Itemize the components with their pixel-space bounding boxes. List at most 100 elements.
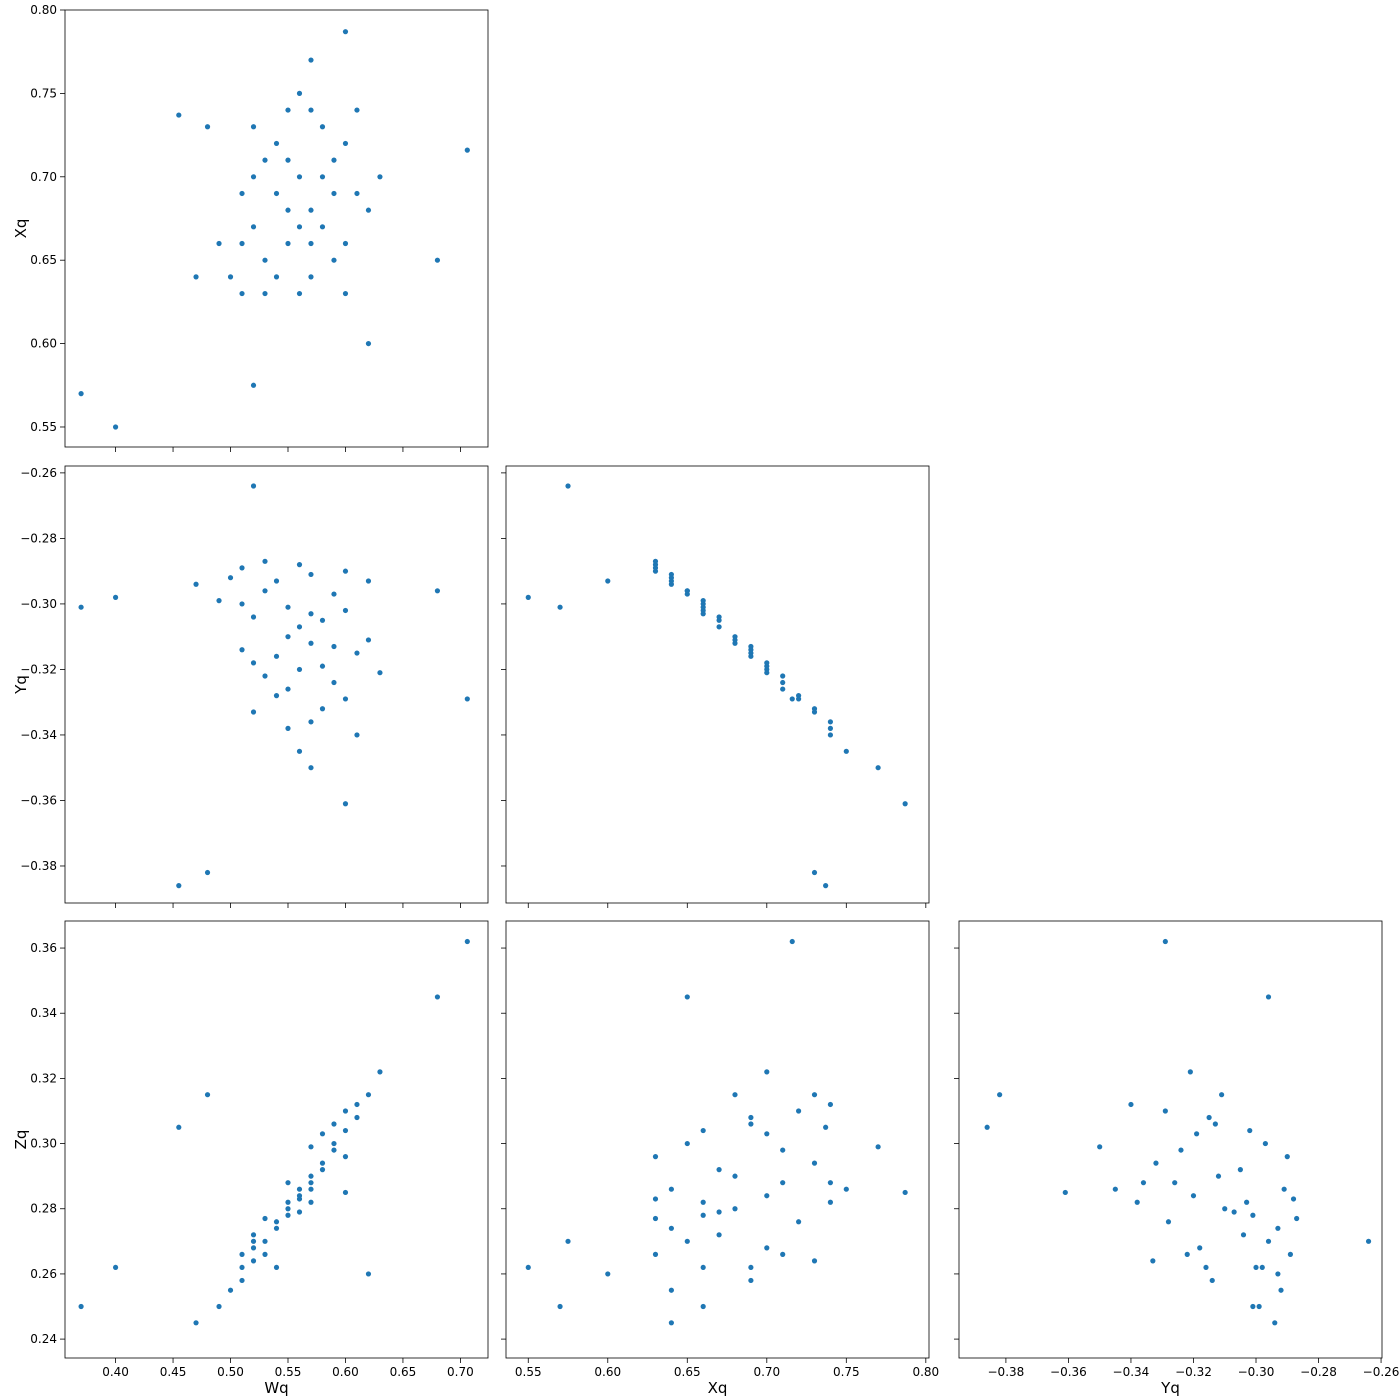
y-tick-label: 0.55 (30, 420, 57, 434)
point (262, 157, 268, 163)
point (78, 604, 84, 610)
point (1253, 1264, 1259, 1271)
point (239, 601, 245, 607)
point (1128, 1101, 1134, 1108)
axes-frame (505, 465, 930, 904)
y-tick-label: 0.28 (30, 1202, 57, 1216)
point (1172, 1180, 1178, 1186)
x-tick-label: 0.70 (447, 1365, 474, 1379)
y-tick-label: 0.32 (30, 1071, 57, 1085)
point (434, 588, 441, 594)
point (1287, 1251, 1293, 1257)
point (1190, 1193, 1197, 1199)
point (464, 147, 470, 153)
point (78, 1303, 84, 1310)
point (319, 174, 326, 180)
point (319, 1160, 326, 1166)
point (1265, 1238, 1272, 1244)
x-tick-label: 0.45 (160, 1365, 187, 1379)
point (331, 679, 337, 686)
point (319, 617, 326, 623)
point (764, 1131, 770, 1137)
point (1215, 1173, 1222, 1179)
point (1219, 1092, 1225, 1098)
point (796, 1108, 802, 1114)
point (780, 1251, 786, 1257)
point (1194, 1131, 1200, 1137)
point (285, 1206, 291, 1212)
point (204, 124, 211, 130)
axes-frame (64, 465, 489, 904)
point (732, 637, 738, 643)
point (262, 257, 268, 263)
point (296, 562, 303, 568)
point (764, 1193, 770, 1199)
point (354, 1101, 360, 1108)
point (716, 614, 722, 620)
point (780, 1147, 786, 1153)
point (308, 719, 314, 725)
point (319, 663, 326, 669)
point (1187, 1069, 1193, 1075)
y-axis-label: Zq (12, 1130, 30, 1150)
point (732, 1206, 738, 1212)
point (365, 340, 372, 347)
point (273, 1225, 280, 1231)
point (273, 653, 280, 659)
point (227, 274, 234, 280)
x-tick-label: 0.40 (102, 1365, 129, 1379)
point (764, 670, 770, 676)
point (1062, 1189, 1068, 1196)
point (308, 571, 314, 578)
y-tick-label: 0.60 (30, 337, 57, 351)
point (1244, 1199, 1250, 1205)
point (216, 1303, 222, 1310)
point (296, 290, 303, 297)
point (319, 124, 326, 130)
point (748, 1121, 754, 1127)
point (732, 1092, 738, 1098)
point (342, 607, 349, 614)
point (1206, 1114, 1212, 1121)
x-tick-label: 0.60 (594, 1365, 621, 1379)
point (1247, 1127, 1253, 1134)
point (342, 290, 349, 297)
x-tick-label: 0.50 (217, 1365, 244, 1379)
point (342, 1189, 349, 1196)
point (748, 653, 754, 659)
point (700, 1264, 706, 1271)
point (365, 1271, 372, 1277)
point (296, 666, 303, 673)
y-tick-label: 0.24 (30, 1332, 57, 1346)
y-tick-label: 0.30 (30, 1137, 57, 1151)
point (239, 1251, 245, 1257)
point (748, 1277, 754, 1284)
point (780, 686, 786, 692)
point (811, 1258, 818, 1264)
point (684, 994, 690, 1000)
point (1097, 1144, 1103, 1150)
y-tick-label: −0.26 (20, 466, 57, 480)
x-axis-label: Wq (264, 1379, 288, 1397)
y-tick-label: 0.75 (30, 86, 57, 100)
point (204, 869, 211, 876)
point (273, 1219, 280, 1225)
point (296, 1186, 303, 1192)
point (1256, 1303, 1262, 1310)
point (285, 207, 291, 213)
x-axis-label: Xq (708, 1379, 728, 1397)
point (1275, 1225, 1281, 1231)
point (1240, 1232, 1247, 1238)
point (176, 112, 182, 118)
point (308, 611, 314, 617)
point (342, 1154, 349, 1160)
point (1250, 1212, 1256, 1218)
point (319, 1131, 326, 1137)
point (780, 673, 786, 679)
point (273, 140, 280, 147)
point (902, 801, 908, 807)
point (1265, 994, 1272, 1000)
x-tick-label: −0.32 (1175, 1365, 1212, 1379)
point (273, 578, 280, 584)
